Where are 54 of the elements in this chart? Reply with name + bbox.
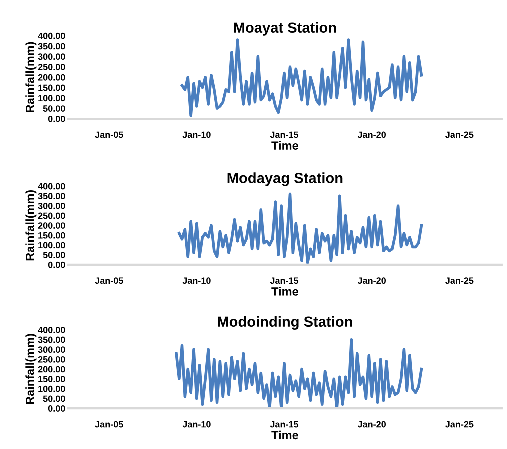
- x-tick-label: Jan-10: [182, 421, 211, 428]
- y-tick-label: 100.00: [38, 386, 66, 392]
- y-tick-label: 400.00: [38, 326, 66, 334]
- x-tick-label: Jan-05: [95, 421, 124, 428]
- y-tick-label: 200.00: [38, 366, 66, 373]
- x-tick-label: Jan-25: [446, 278, 474, 284]
- y-tick-label: 50.00: [43, 106, 66, 112]
- x-tick-label: Jan-20: [358, 278, 386, 284]
- x-tick-label: Jan-20: [358, 421, 386, 428]
- y-tick-label: 300.00: [38, 346, 66, 354]
- y-tick-label: 250.00: [38, 212, 66, 220]
- y-axis-title: Rainfall(mm): [26, 42, 37, 112]
- x-tick-label: Jan-15: [270, 421, 299, 428]
- y-axis-title: Rainfall(mm): [26, 334, 37, 404]
- x-tick-label: Jan-15: [270, 278, 299, 284]
- y-tick-label: 400.00: [38, 183, 66, 190]
- y-tick-label: 350.00: [38, 193, 66, 200]
- x-tick-label: Jan-20: [358, 132, 386, 138]
- x-tick-label: Jan-25: [446, 132, 474, 138]
- y-tick-label: 0.00: [48, 116, 66, 122]
- x-axis-title: Time: [272, 287, 298, 296]
- x-tick-label: Jan-05: [95, 132, 124, 138]
- y-tick-label: 200.00: [38, 74, 66, 81]
- y-tick-label: 350.00: [38, 336, 66, 344]
- y-tick-label: 150.00: [38, 84, 66, 92]
- y-tick-label: 100.00: [38, 95, 66, 102]
- y-tick-label: 350.00: [38, 43, 66, 50]
- y-tick-label: 100.00: [38, 242, 66, 249]
- line-series: [180, 38, 424, 118]
- y-tick-label: 0.00: [48, 262, 66, 268]
- y-tick-label: 200.00: [38, 222, 66, 229]
- x-tick-label: Jan-10: [182, 278, 211, 284]
- y-tick-label: 50.00: [43, 396, 66, 402]
- y-tick-label: 250.00: [38, 64, 66, 70]
- y-tick-label: 300.00: [38, 54, 66, 60]
- line-series: [175, 338, 424, 409]
- x-tick-label: Jan-25: [446, 421, 474, 428]
- x-tick-label: Jan-10: [182, 132, 211, 138]
- x-tick-label: Jan-15: [270, 132, 299, 138]
- line-series: [178, 192, 424, 264]
- y-tick-label: 150.00: [38, 376, 66, 382]
- chart-title: Modayag Station: [228, 172, 343, 186]
- chart-title: Moayat Station: [234, 22, 336, 36]
- chart-title: Modoinding Station: [218, 316, 352, 330]
- y-axis-title: Rainfall(mm): [26, 190, 37, 261]
- y-tick-label: 50.00: [43, 252, 66, 258]
- x-axis-title: Time: [272, 430, 298, 440]
- y-tick-label: 400.00: [38, 32, 66, 40]
- y-tick-label: 300.00: [38, 202, 66, 210]
- y-tick-label: 0.00: [48, 406, 66, 412]
- x-axis-title: Time: [272, 141, 298, 150]
- y-tick-label: 150.00: [38, 232, 66, 239]
- x-tick-label: Jan-05: [95, 278, 124, 284]
- y-tick-label: 250.00: [38, 356, 66, 363]
